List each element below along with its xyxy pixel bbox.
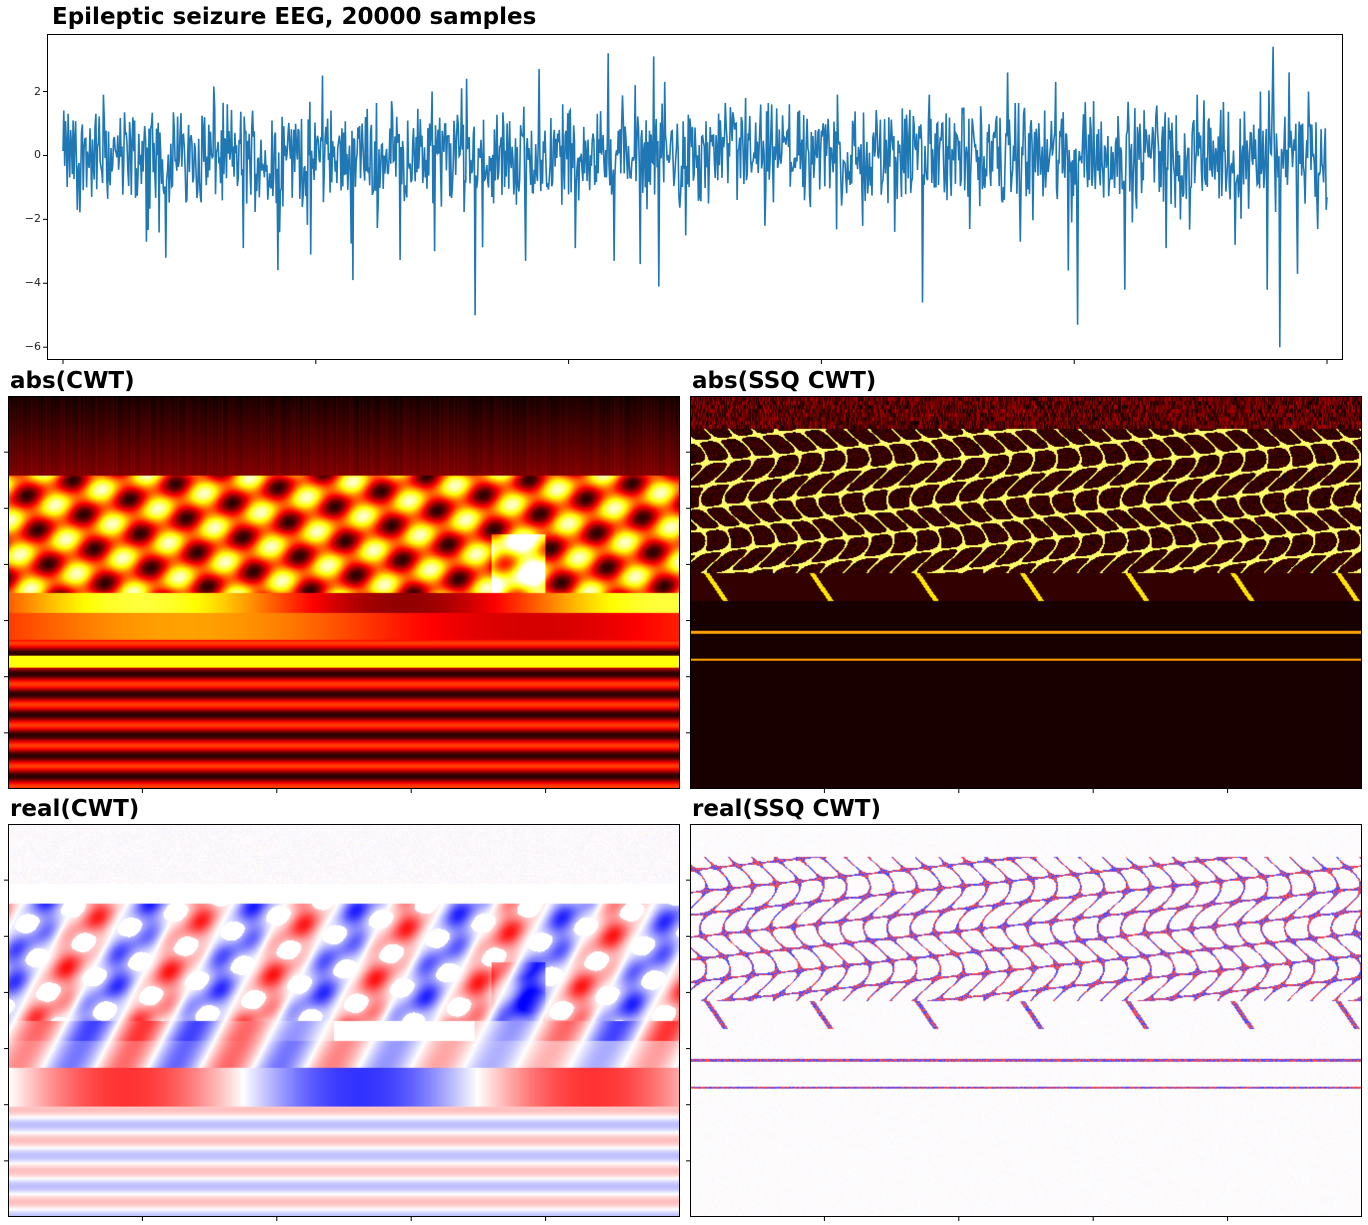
- eeg-line-chart: [43, 46, 1328, 364]
- eeg-ytick-label: 0: [34, 148, 41, 162]
- abs-cwt-title: abs(CWT): [10, 368, 135, 394]
- eeg-ytick-label: −6: [24, 340, 41, 354]
- real-ssq-heatmap: [690, 824, 1362, 1217]
- real-cwt-heatmap: [8, 824, 680, 1217]
- real-ssq-title: real(SSQ CWT): [692, 796, 881, 822]
- eeg-ytick-label: −2: [24, 212, 41, 226]
- real-cwt-title: real(CWT): [10, 796, 140, 822]
- eeg-title: Epileptic seizure EEG, 20000 samples: [52, 4, 537, 30]
- eeg-plot-area: [47, 34, 1343, 360]
- eeg-ytick-label: 2: [34, 84, 41, 98]
- abs-ssq-heatmap: [690, 396, 1362, 789]
- eeg-ytick-label: −4: [24, 276, 41, 290]
- abs-cwt-heatmap: [8, 396, 680, 789]
- eeg-series-line: [62, 46, 1328, 348]
- abs-ssq-title: abs(SSQ CWT): [692, 368, 877, 394]
